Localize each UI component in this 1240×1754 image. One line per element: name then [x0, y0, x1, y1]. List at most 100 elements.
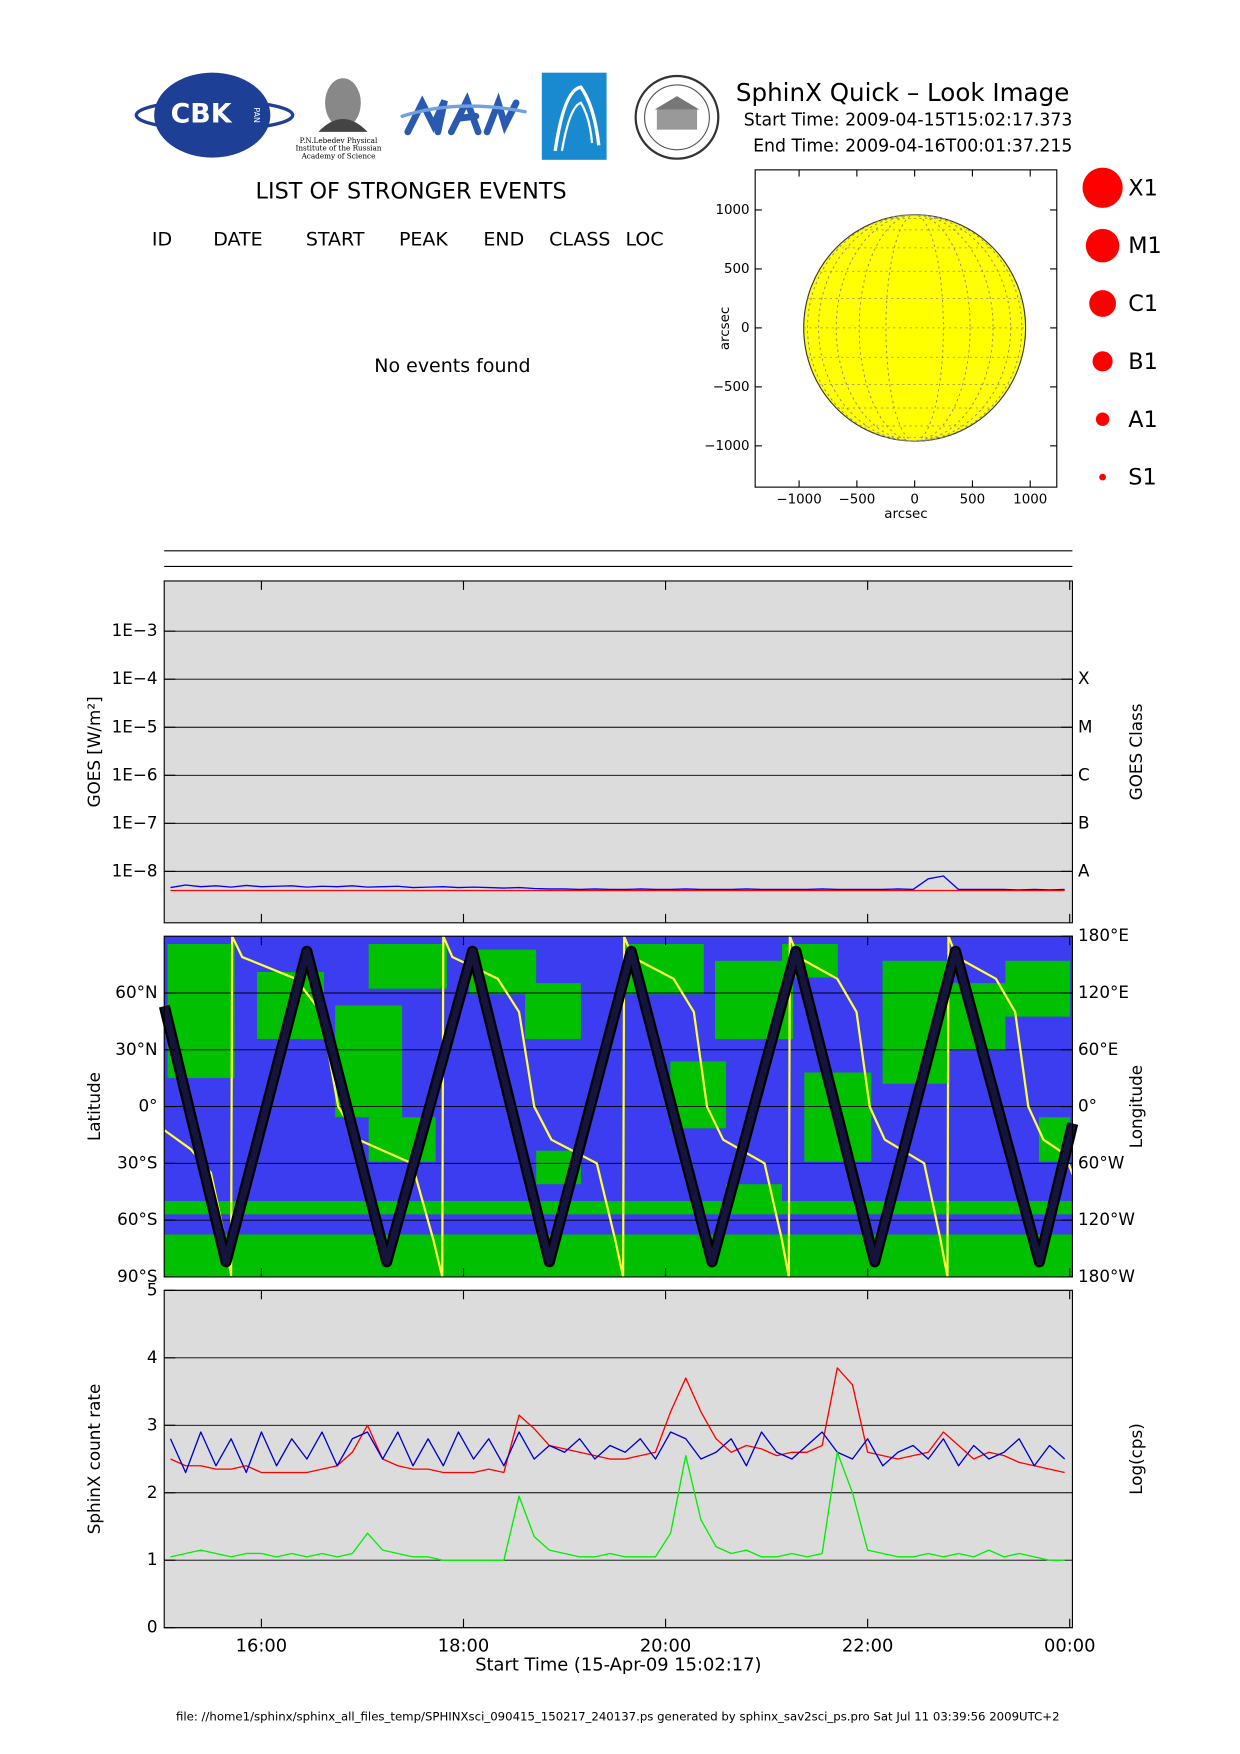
- y-tick-label: 1E−3: [112, 620, 158, 640]
- x-axis-label: Start Time (15-Apr-09 15:02:17): [475, 1655, 761, 1676]
- logo-box: [541, 72, 607, 160]
- page-title: SphinX Quick – Look Image: [736, 78, 1069, 107]
- x-tick-label: −1000: [776, 492, 821, 507]
- land-area: [726, 1184, 782, 1207]
- y-tick-label: 1E−4: [112, 668, 158, 688]
- plot-background: [164, 580, 1073, 923]
- x-tick-label: 00:00: [1044, 1636, 1095, 1657]
- y-tick-label: 1E−6: [112, 764, 158, 784]
- series-line: [169, 1431, 1066, 1474]
- y-tick-label: 500: [724, 262, 750, 277]
- logo-stroke: [447, 92, 482, 136]
- x-tick-label: 22:00: [842, 1636, 893, 1657]
- class-legend: X1 M1 C1 B1 A1 S1: [1082, 167, 1162, 491]
- footer: file: //home1/sphinx/sphinx_all_files_te…: [176, 1710, 1060, 1724]
- y-tick-label: 1E−5: [112, 716, 158, 736]
- y-tick-label: 1000: [716, 203, 750, 218]
- logo-disk: [154, 72, 271, 158]
- y-tick-label: 3: [147, 1414, 158, 1434]
- y2-tick-label: 180°W: [1078, 1266, 1135, 1286]
- class-marker: [1085, 228, 1120, 263]
- y-axis-label: arcsec: [718, 307, 733, 350]
- logo-seal: [634, 74, 720, 160]
- seal-roof: [654, 96, 700, 110]
- plot-frame: [163, 580, 1073, 924]
- class-label: A1: [1128, 407, 1157, 433]
- x-tick-label: 20:00: [640, 1636, 691, 1657]
- y-tick-label: 1E−7: [112, 812, 158, 832]
- series-line: [170, 1367, 1065, 1474]
- column-header: DATE: [213, 229, 262, 251]
- logo-subtext: PAN: [252, 107, 261, 123]
- x-axis-label: arcsec: [884, 507, 927, 522]
- sun-panel: −1000 −500 0 500 1000 −1000 −500 0 500 1000 arcsec…: [704, 169, 1058, 522]
- logo-mifi: [400, 92, 527, 136]
- logo-arc: [560, 101, 594, 152]
- column-header: START: [306, 229, 365, 251]
- column-header: LOC: [626, 229, 664, 251]
- events-columns: ID DATE START PEAK END CLASS LOC: [152, 229, 664, 251]
- goes-panel: 1E−8 1E−7 1E−6 1E−5 1E−4 1E−3 A B C M X GOES [W/m²]…: [84, 580, 1146, 924]
- disk-meridian: [818, 214, 1012, 442]
- y2-tick-label: 120°E: [1078, 982, 1129, 1002]
- y-tick-label: 5: [147, 1279, 158, 1299]
- x-tick-label: −500: [838, 492, 875, 507]
- series-line: [170, 1451, 1065, 1561]
- land-area: [1005, 960, 1071, 1017]
- portrait: [325, 78, 361, 128]
- y-tick-label: 2: [147, 1482, 158, 1502]
- y-tick-label: 4: [147, 1347, 158, 1367]
- y2-tick-label: 60°E: [1078, 1039, 1118, 1059]
- x-tick-label: 0: [910, 492, 919, 507]
- y-tick-label: 60°S: [117, 1209, 157, 1229]
- column-header: END: [483, 229, 524, 251]
- y2-tick-label: A: [1078, 860, 1090, 880]
- disk-meridian: [835, 214, 994, 442]
- x-tick-label: 1000: [1013, 492, 1047, 507]
- plot-frame: [754, 169, 1058, 488]
- y-tick-label: 1: [147, 1549, 158, 1569]
- y-tick-label: 0: [741, 321, 750, 336]
- column-header: PEAK: [399, 229, 448, 251]
- class-marker: [1095, 412, 1110, 426]
- logo-lebedev: P.N.Lebedev Physical Institute of the Ru…: [295, 78, 382, 160]
- orbit-panel: 90°S 60°S 30°S 0° 30°N 60°N 180°W 120°W 60°W 0° 60…: [84, 925, 1146, 1286]
- y2-tick-label: 180°E: [1078, 925, 1129, 945]
- y2-axis-label: GOES Class: [1126, 703, 1146, 800]
- y-axis-label: SphinX count rate: [84, 1384, 104, 1535]
- y-tick-label: 90°S: [117, 1266, 157, 1286]
- logo-swoosh: [134, 98, 295, 132]
- class-label: S1: [1128, 465, 1156, 491]
- land-area: [164, 1200, 1073, 1215]
- y-axis-label: Latitude: [84, 1072, 104, 1141]
- class-label: M1: [1128, 233, 1161, 259]
- y2-tick-label: 120°W: [1078, 1209, 1135, 1229]
- class-label: B1: [1128, 349, 1158, 375]
- y2-tick-label: 60°W: [1078, 1152, 1125, 1172]
- x-tick-label: 16:00: [236, 1636, 287, 1657]
- sun-disk: [803, 214, 1027, 442]
- logo-caption: Academy of Science: [301, 151, 376, 160]
- y2-tick-label: X: [1078, 668, 1089, 688]
- series-line: [170, 875, 1065, 891]
- portrait-body: [318, 119, 368, 132]
- plot-frame: [163, 1289, 1073, 1629]
- y2-tick-label: M: [1078, 716, 1092, 736]
- class-label: X1: [1128, 175, 1158, 201]
- y-tick-label: 60°N: [115, 982, 157, 1002]
- x-tick-label: 18:00: [438, 1636, 489, 1657]
- logo-stroke: [400, 104, 527, 118]
- logo-text: CBK: [171, 99, 233, 130]
- seal-building: [656, 109, 698, 130]
- logo-stroke: [483, 92, 520, 136]
- y-tick-label: 30°N: [115, 1039, 157, 1059]
- y2-tick-label: C: [1078, 764, 1090, 784]
- y-tick-label: −500: [713, 380, 750, 395]
- y2-axis-label: Log(cps): [1126, 1423, 1146, 1495]
- class-marker: [1099, 473, 1106, 481]
- column-header: CLASS: [549, 229, 610, 251]
- y-tick-label: 1E−8: [112, 860, 158, 880]
- logo-arc: [553, 85, 601, 152]
- y-tick-label: 30°S: [117, 1152, 157, 1172]
